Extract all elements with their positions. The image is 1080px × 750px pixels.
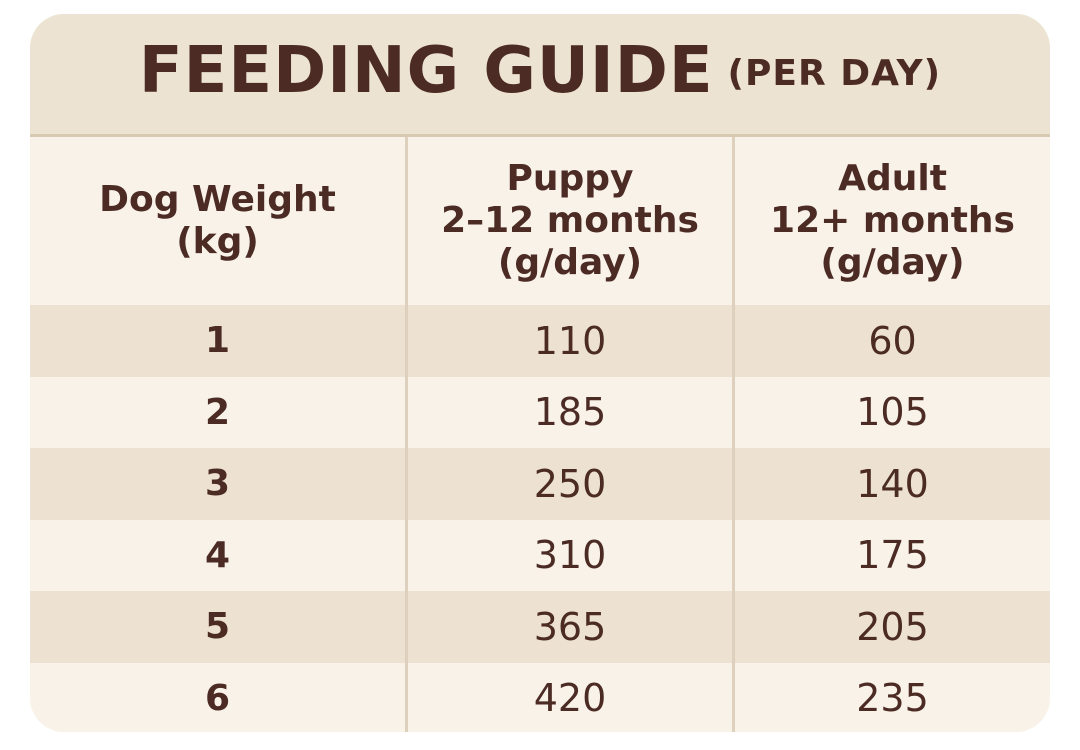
adult-cell: 175 — [856, 533, 929, 578]
table-row: 2 185 105 — [30, 376, 1050, 448]
header-puppy: Puppy 2–12 months (g/day) — [408, 137, 735, 305]
weight-cell: 2 — [30, 376, 408, 448]
header-puppy-line-1: Puppy — [506, 158, 634, 199]
table-row: 3 250 140 — [30, 448, 1050, 520]
puppy-cell: 310 — [408, 519, 735, 591]
puppy-cell: 110 — [408, 305, 735, 377]
table-row: 6 420 235 — [30, 662, 1050, 732]
feeding-guide-card: FEEDING GUIDE (PER DAY) Dog Weight (kg) … — [30, 14, 1050, 732]
header-dog-weight: Dog Weight (kg) — [30, 137, 408, 305]
header-dog-weight-line-1: Dog Weight — [99, 179, 336, 220]
adult-cell: 105 — [856, 390, 929, 435]
title-sub: (PER DAY) — [727, 53, 942, 94]
puppy-cell: 185 — [408, 376, 735, 448]
table-row: 1 110 60 — [30, 305, 1050, 377]
header-adult: Adult 12+ months (g/day) — [735, 137, 1050, 305]
adult-cell: 235 — [856, 676, 929, 721]
weight-cell: 1 — [30, 305, 408, 377]
header-adult-line-2: 12+ months — [770, 200, 1015, 241]
puppy-cell: 250 — [408, 448, 735, 520]
table-row: 5 365 205 — [30, 591, 1050, 663]
adult-cell: 140 — [856, 461, 929, 506]
weight-cell: 6 — [30, 662, 408, 732]
puppy-cell: 365 — [408, 591, 735, 663]
header-adult-line-3: (g/day) — [820, 242, 965, 283]
header-puppy-line-3: (g/day) — [497, 242, 643, 283]
header-puppy-line-2: 2–12 months — [441, 200, 699, 241]
table-header-row: Dog Weight (kg) Puppy 2–12 months (g/day… — [30, 137, 1050, 305]
header-adult-line-1: Adult — [838, 158, 947, 199]
puppy-cell: 420 — [408, 662, 735, 732]
weight-cell: 5 — [30, 591, 408, 663]
title-main: FEEDING GUIDE — [138, 34, 714, 108]
adult-cell: 60 — [868, 318, 917, 363]
table-row: 4 310 175 — [30, 519, 1050, 591]
weight-cell: 4 — [30, 519, 408, 591]
weight-cell: 3 — [30, 448, 408, 520]
title-bar: FEEDING GUIDE (PER DAY) — [30, 14, 1050, 137]
header-dog-weight-line-2: (kg) — [176, 221, 259, 262]
feeding-table: Dog Weight (kg) Puppy 2–12 months (g/day… — [30, 137, 1050, 732]
adult-cell: 205 — [856, 604, 929, 649]
